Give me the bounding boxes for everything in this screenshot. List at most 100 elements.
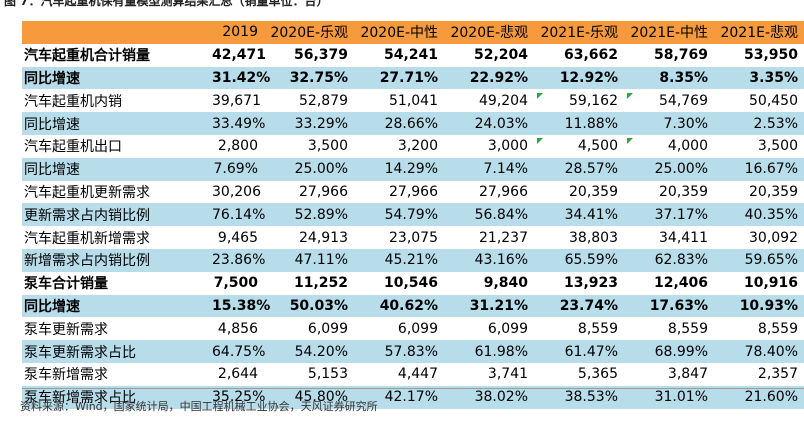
header-2021e-optimistic: 2021E-乐观: [540, 25, 618, 42]
row-value: 3,741: [487, 366, 528, 383]
row-label: 泵车新增需求占比: [24, 390, 136, 407]
row-label: 泵车更新需求占比: [24, 344, 136, 361]
table-bottom-rule: [22, 388, 804, 389]
row-value: 6,099: [487, 320, 528, 337]
row-value: 7.14%: [483, 161, 528, 178]
row-value: 12.92%: [559, 69, 618, 86]
row-value: 15.38%: [212, 297, 271, 314]
table-row: 泵车更新需求 4,856 6,099 6,099 6,099 8,559 8,559 8,55…: [22, 317, 804, 341]
row-value: 10,546: [383, 275, 438, 292]
row-value: 23.74%: [559, 297, 618, 314]
data-table: 2019 2020E-乐观 2020E-中性 2020E-悲观 2021E-乐观…: [22, 21, 804, 409]
row-value: 8,559: [667, 320, 708, 337]
row-value: 21,237: [479, 229, 528, 246]
row-value: 30,206: [212, 183, 261, 200]
row-value: 33.29%: [294, 115, 348, 132]
table-row: 同比增速 15.38% 50.03% 40.62% 31.21% 23.74% 17.63%…: [22, 294, 804, 318]
row-value: 54.20%: [294, 343, 348, 360]
row-value: 3,000: [487, 138, 528, 155]
row-value: 56,379: [293, 47, 348, 64]
row-value: 17.63%: [649, 297, 708, 314]
table-row: 汽车起重机更新需求 30,206 27,966 27,966 27,966 20,359 2…: [22, 180, 804, 204]
row-value: 8.35%: [659, 69, 708, 86]
row-value: 6,099: [397, 320, 438, 337]
row-value: 61.98%: [474, 343, 528, 360]
row-value: 33.49%: [212, 115, 266, 132]
row-value: 16.67%: [744, 161, 798, 178]
row-value: 68.99%: [654, 343, 708, 360]
row-value: 40.62%: [379, 297, 438, 314]
row-value: 50,450: [749, 92, 798, 109]
row-value: 31.21%: [469, 297, 528, 314]
row-value: 14.29%: [384, 161, 438, 178]
table-row: 汽车起重机内销 39,671 52,879 51,041 49,204 59,162 54,…: [22, 89, 804, 113]
row-value: 61.47%: [564, 343, 618, 360]
row-value: 58,769: [653, 47, 708, 64]
row-value: 8,559: [757, 320, 798, 337]
row-value: 9,465: [217, 229, 258, 246]
row-value: 38,803: [569, 229, 618, 246]
row-value: 2,644: [217, 366, 258, 383]
table-row: 汽车起重机新增需求 9,465 24,913 23,075 21,237 38,803 34…: [22, 226, 804, 249]
row-value: 12,406: [653, 275, 708, 292]
row-value: 35.25%: [212, 389, 266, 406]
header-2020e-pessimistic: 2020E-悲观: [450, 25, 528, 42]
header-2021e-pessimistic: 2021E-悲观: [720, 25, 798, 42]
row-value: 27,966: [389, 183, 438, 200]
row-label: 同比增速: [24, 162, 80, 179]
row-value: 34,411: [659, 229, 708, 246]
table-header-row: 2019 2020E-乐观 2020E-中性 2020E-悲观 2021E-乐观…: [22, 21, 804, 44]
row-value: 4,500: [534, 138, 624, 154]
row-value: 8,559: [577, 320, 618, 337]
row-value: 23.86%: [212, 252, 266, 269]
row-value: 9,840: [483, 275, 528, 292]
row-value: 7.30%: [663, 115, 708, 132]
row-label: 泵车合计销量: [24, 276, 108, 293]
table-row: 更新需求占内销比例 76.14% 52.89% 54.79% 56.84% 34.41% 3…: [22, 203, 804, 227]
row-value: 10.93%: [739, 297, 798, 314]
row-value: 13,923: [563, 275, 618, 292]
row-value: 37.17%: [654, 206, 708, 223]
row-label: 汽车起重机新增需求: [24, 230, 150, 247]
table-row: 泵车更新需求占比 64.75% 54.20% 57.83% 61.98% 61.47% 68…: [22, 340, 804, 363]
row-value: 5,365: [577, 366, 618, 383]
row-label: 新增需求占内销比例: [24, 253, 150, 270]
row-value: 76.14%: [212, 206, 266, 223]
row-value: 32.75%: [289, 69, 348, 86]
row-value: 57.83%: [384, 343, 438, 360]
row-value: 47.11%: [294, 252, 348, 269]
table-row: 泵车合计销量 7,500 11,252 10,546 9,840 13,923 12,406…: [22, 271, 804, 295]
row-value: 38.02%: [474, 389, 528, 406]
row-value: 20,359: [659, 183, 708, 200]
row-value: 34.41%: [564, 206, 618, 223]
row-value: 22.92%: [469, 69, 528, 86]
row-value: 45.80%: [294, 389, 348, 406]
row-value: 78.40%: [744, 343, 798, 360]
row-value: 21.60%: [744, 389, 798, 406]
row-value: 3,200: [397, 138, 438, 155]
row-value: 7,500: [213, 275, 258, 292]
figure-caption: 图 7：汽车起重机保有量模型测算结果汇总（销量单位：台）: [4, 0, 329, 8]
row-value: 4,447: [397, 366, 438, 383]
row-label: 同比增速: [24, 70, 80, 87]
row-value: 42,471: [212, 47, 267, 64]
row-value: 40.35%: [744, 206, 798, 223]
row-value: 28.66%: [384, 115, 438, 132]
table-row: 同比增速 33.49% 33.29% 28.66% 24.03% 11.88% 7.30% 2…: [22, 112, 804, 135]
row-value: 42.17%: [384, 389, 438, 406]
table-row: 汽车起重机合计销量 42,471 56,379 54,241 52,204 63,662 5…: [22, 43, 804, 67]
row-label: 汽车起重机更新需求: [24, 184, 150, 201]
header-2020e-optimistic: 2020E-乐观: [270, 25, 348, 42]
row-value: 52,204: [473, 47, 528, 64]
header-2019: 2019: [222, 24, 258, 41]
row-value: 39,671: [212, 92, 261, 109]
comment-marker-icon: [627, 138, 633, 145]
row-value: 20,359: [569, 183, 618, 200]
row-value: 45.21%: [384, 252, 438, 269]
row-label: 汽车起重机出口: [24, 139, 122, 156]
row-value: 38.53%: [564, 389, 618, 406]
row-value: 4,000: [624, 138, 714, 154]
row-value: 56.84%: [474, 206, 528, 223]
row-value: 27.71%: [379, 69, 438, 86]
row-value: 52.89%: [294, 206, 348, 223]
